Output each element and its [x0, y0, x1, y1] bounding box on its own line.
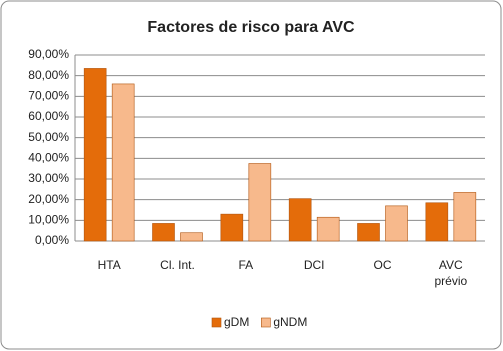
- y-tick-label: 50,00%: [28, 130, 69, 144]
- bar: [111, 83, 135, 242]
- x-tick-label: Cl. Int.: [160, 258, 195, 272]
- y-tick-label: 90,00%: [28, 47, 69, 61]
- bar: [180, 232, 203, 242]
- y-tick-label: 70,00%: [28, 89, 69, 103]
- bar: [425, 202, 449, 242]
- bar: [220, 213, 244, 242]
- legend-swatch: [211, 317, 222, 328]
- y-tick-label: 40,00%: [28, 151, 69, 165]
- bar: [357, 223, 380, 242]
- bar: [453, 192, 477, 242]
- y-tick-label: 20,00%: [28, 192, 69, 206]
- y-tick-label: 30,00%: [28, 171, 69, 185]
- x-tick-label: HTA: [97, 258, 121, 272]
- bar: [248, 163, 272, 242]
- x-tick-label: OC: [373, 258, 392, 272]
- bar: [316, 216, 340, 242]
- x-tick-label: FA: [238, 258, 254, 272]
- y-tick-label: 10,00%: [28, 213, 69, 227]
- bar: [152, 223, 175, 242]
- y-tick-label: 60,00%: [28, 109, 69, 123]
- y-tick-label: 0,00%: [35, 233, 69, 247]
- x-tick-label: AVC prévio: [434, 258, 468, 288]
- legend-swatch: [261, 317, 271, 328]
- y-tick-label: 80,00%: [28, 68, 69, 82]
- legend-label: gNDM: [273, 315, 307, 329]
- bar: [83, 68, 107, 242]
- x-tick-label: DCI: [303, 258, 325, 272]
- bar: [385, 205, 408, 242]
- bar: [288, 198, 312, 242]
- legend-label: gDM: [224, 315, 249, 329]
- chart-title: Factores de risco para AVC: [147, 19, 355, 36]
